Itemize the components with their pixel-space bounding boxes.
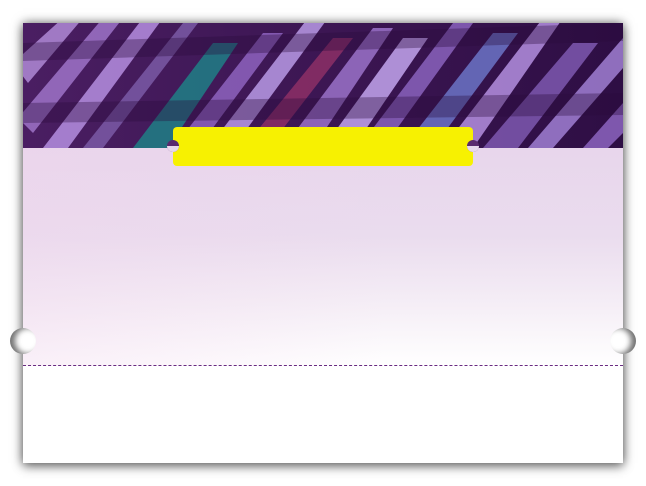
- coupon-bottom-section: [23, 366, 623, 463]
- badge-label: [173, 127, 473, 166]
- left-edge-notch: [10, 328, 36, 354]
- content-panel: [23, 148, 623, 366]
- coupon-card: [23, 23, 623, 463]
- dashed-divider: [23, 365, 623, 366]
- right-edge-notch: [610, 328, 636, 354]
- clothing-rack-photo: [23, 23, 623, 148]
- badge-notch-left: [167, 140, 179, 152]
- badge-notch-right: [467, 140, 479, 152]
- hero-image: [23, 23, 623, 148]
- promo-badge: [167, 127, 479, 166]
